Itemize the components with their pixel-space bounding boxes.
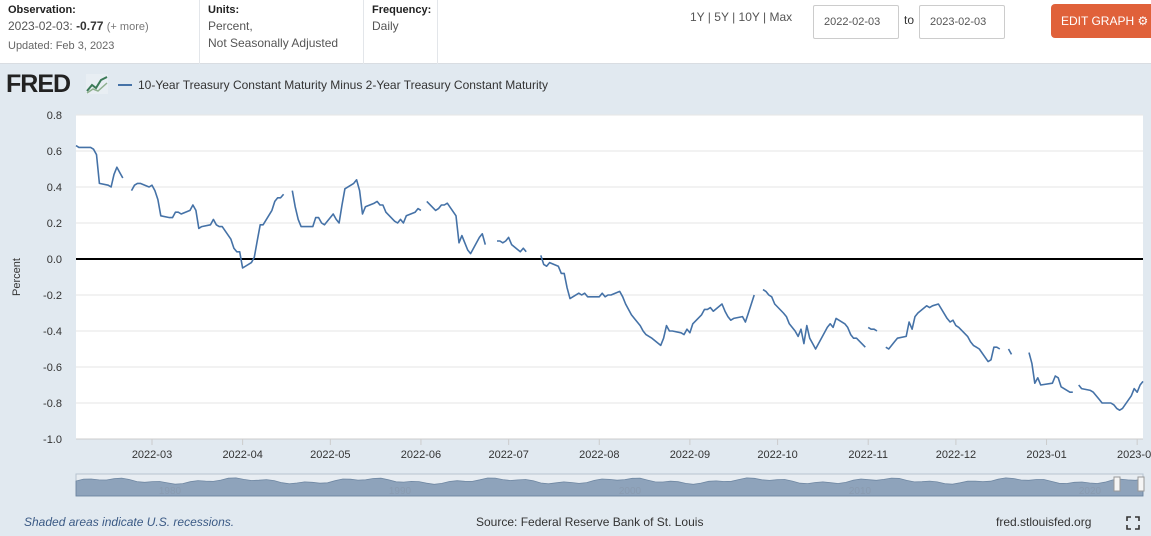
legend-swatch: [118, 84, 132, 86]
series-line: [1007, 348, 1013, 355]
navigator-label: 1980: [159, 486, 182, 497]
fred-chart-logo-icon: [86, 74, 108, 94]
range-selector: 1Y | 5Y | 10Y | Max: [690, 10, 793, 24]
series-line: [130, 182, 285, 269]
x-tick-label: 2022-03: [132, 449, 172, 461]
edit-graph-label: EDIT GRAPH: [1061, 14, 1135, 28]
range-5y[interactable]: 5Y: [714, 10, 729, 24]
x-tick-label: 2022-05: [310, 449, 350, 461]
y-tick-label: -0.2: [43, 290, 62, 302]
navigator-label: 2020: [1079, 486, 1102, 497]
navigator-handle-left: [1113, 476, 1121, 492]
y-tick-label: 0.2: [47, 218, 62, 230]
date-from-input[interactable]: [813, 5, 899, 39]
x-tick-label: 2022-10: [757, 449, 797, 461]
units-panel: Units: Percent, Not Seasonally Adjusted: [200, 0, 364, 64]
observation-panel: Observation: 2023-02-03: -0.77 (+ more) …: [0, 0, 200, 64]
x-tick-label: 2022-07: [488, 449, 528, 461]
navigator-handle-right: [1137, 476, 1145, 492]
x-tick-label: 2023-02: [1117, 449, 1151, 461]
range-navigator[interactable]: 1980 1990 2000 2010 2020: [75, 473, 1145, 497]
plot-area: [76, 115, 1143, 439]
recession-note: Shaded areas indicate U.S. recessions.: [24, 515, 235, 529]
edit-graph-button[interactable]: EDIT GRAPH ⚙: [1051, 4, 1151, 38]
y-tick-label: -1.0: [43, 434, 62, 446]
line-chart[interactable]: 0.8 0.6 0.4 0.2 0.0 -0.2 -0.4 -0.6 -0.8 -1.0 2022…: [0, 100, 1151, 503]
y-tick-label: -0.4: [43, 326, 62, 338]
x-tick-label: 2022-12: [936, 449, 976, 461]
date-to-input[interactable]: [919, 5, 1005, 39]
series-line: [1028, 352, 1073, 394]
observation-line: 2023-02-03: -0.77 (+ more): [8, 18, 191, 36]
navigator-label: 2000: [619, 486, 642, 497]
y-tick-label: 0.8: [47, 110, 62, 122]
units-line1: Percent,: [208, 19, 253, 33]
series-line: [291, 179, 422, 228]
graph-toolbar: Observation: 2023-02-03: -0.77 (+ more) …: [0, 0, 1151, 64]
frequency-label: Frequency:: [372, 4, 432, 16]
x-tick-label: 2023-01: [1026, 449, 1066, 461]
date-to-label: to: [904, 13, 915, 27]
units-line2: Not Seasonally Adjusted: [208, 36, 339, 50]
y-tick-label: -0.6: [43, 362, 62, 374]
observation-value: -0.77: [76, 19, 104, 33]
range-max[interactable]: Max: [769, 10, 793, 24]
series-line: [75, 144, 124, 188]
series-line: [540, 255, 755, 347]
y-axis-label: Percent: [11, 258, 23, 296]
source-text: Source: Federal Reserve Bank of St. Loui…: [476, 515, 704, 529]
fred-logo[interactable]: FRED: [6, 70, 71, 98]
x-tick-label: 2022-11: [848, 449, 888, 461]
series-line: [426, 200, 487, 255]
series-line: [885, 303, 1001, 363]
x-axis-ticks: 2022-03 2022-04 2022-05 2022-06 2022-07 2022-…: [76, 438, 1151, 461]
x-tick-label: 2022-06: [401, 449, 441, 461]
frequency-value: Daily: [372, 19, 399, 33]
series-line: [762, 288, 866, 350]
y-tick-label: 0.6: [47, 146, 62, 158]
units-label: Units:: [208, 4, 240, 16]
y-tick-label: 0.4: [47, 182, 62, 194]
gear-icon: ⚙: [1137, 14, 1149, 28]
site-link[interactable]: fred.stlouisfed.org: [996, 515, 1092, 529]
series-line: [497, 236, 527, 253]
y-axis-ticks: 0.8 0.6 0.4 0.2 0.0 -0.2 -0.4 -0.6 -0.8 -1.0: [43, 110, 62, 446]
legend-label: 10-Year Treasury Constant Maturity Minus…: [138, 78, 548, 92]
range-10y[interactable]: 10Y: [738, 10, 760, 24]
x-tick-label: 2022-04: [222, 449, 262, 461]
observation-date: 2023-02-03:: [8, 19, 73, 33]
series-lines: [75, 144, 1144, 412]
series-line: [867, 326, 878, 332]
navigator-series: [75, 477, 1144, 497]
frequency-panel: Frequency: Daily: [364, 0, 438, 64]
x-tick-label: 2022-09: [670, 449, 710, 461]
fullscreen-icon[interactable]: [1126, 516, 1140, 530]
series-line: [1078, 380, 1144, 412]
navigator-label: 2010: [849, 486, 872, 497]
navigator-label: 1990: [389, 486, 412, 497]
y-tick-label: 0.0: [47, 254, 62, 266]
observation-more-link[interactable]: (+ more): [106, 21, 149, 33]
updated-date: Updated: Feb 3, 2023: [8, 40, 115, 52]
observation-label: Observation:: [8, 4, 76, 16]
range-1y[interactable]: 1Y: [690, 10, 705, 24]
y-tick-label: -0.8: [43, 398, 62, 410]
x-tick-label: 2022-08: [579, 449, 619, 461]
